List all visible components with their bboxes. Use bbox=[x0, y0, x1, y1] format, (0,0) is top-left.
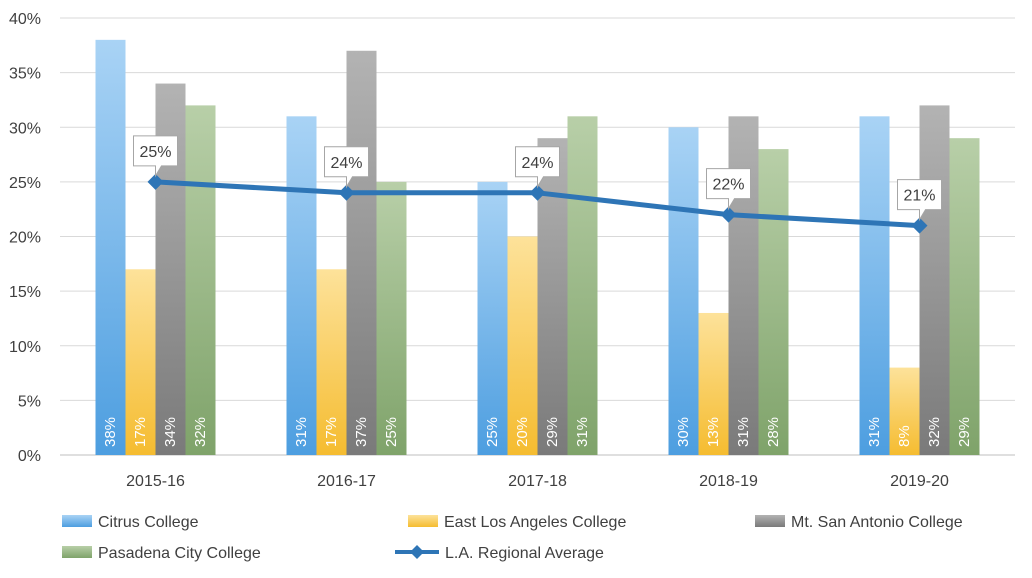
legend-label: East Los Angeles College bbox=[444, 514, 626, 531]
y-tick-label: 35% bbox=[9, 66, 41, 83]
bar bbox=[698, 312, 729, 455]
bar-label: 37% bbox=[353, 417, 370, 447]
bar bbox=[949, 138, 980, 456]
bar-label: 30% bbox=[675, 417, 692, 447]
bar-label: 17% bbox=[132, 417, 149, 447]
bar-label: 31% bbox=[574, 417, 591, 447]
line-label-callout bbox=[324, 146, 369, 189]
y-tick-label: 20% bbox=[9, 230, 41, 247]
legend: Citrus College East Los Angeles College Mt… bbox=[62, 514, 963, 562]
bar bbox=[919, 105, 950, 456]
line-label: 24% bbox=[330, 155, 362, 172]
bar-label: 13% bbox=[705, 417, 722, 447]
legend-label: L.A. Regional Average bbox=[445, 545, 604, 562]
bar bbox=[477, 181, 508, 455]
line-series: 25% 24% 24% 22% 21% bbox=[133, 135, 942, 234]
bar-label: 20% bbox=[514, 417, 531, 447]
x-tick-label: 2018-19 bbox=[699, 473, 758, 490]
y-tick-label: 25% bbox=[9, 175, 41, 192]
legend-swatch bbox=[755, 515, 785, 527]
bar-label: 34% bbox=[162, 417, 179, 447]
bar-label: 28% bbox=[765, 417, 782, 447]
legend-marker bbox=[410, 545, 424, 559]
x-tick-label: 2015-16 bbox=[126, 473, 185, 490]
x-tick-label: 2017-18 bbox=[508, 473, 567, 490]
x-axis: 2015-16 2016-17 2017-18 2018-19 2019-20 bbox=[126, 473, 949, 490]
y-tick-label: 5% bbox=[18, 393, 41, 410]
bar-label: 32% bbox=[926, 417, 943, 447]
bar-label: 8% bbox=[896, 425, 913, 447]
bar bbox=[125, 269, 156, 455]
bar bbox=[185, 105, 216, 456]
bars bbox=[95, 39, 980, 456]
y-tick-label: 15% bbox=[9, 284, 41, 301]
y-tick-label: 40% bbox=[9, 11, 41, 28]
bar bbox=[376, 181, 407, 455]
line-label-callout bbox=[133, 135, 178, 178]
legend-swatch bbox=[62, 515, 92, 527]
bar-label: 38% bbox=[102, 417, 119, 447]
legend-swatch bbox=[408, 515, 438, 527]
line-point bbox=[720, 206, 737, 223]
bar-label: 31% bbox=[866, 417, 883, 447]
bar bbox=[567, 116, 598, 455]
y-tick-label: 0% bbox=[18, 448, 41, 465]
bar-label: 25% bbox=[484, 417, 501, 447]
line-label-callout bbox=[706, 168, 751, 211]
bar-label: 29% bbox=[544, 417, 561, 447]
line-label-callout bbox=[897, 179, 942, 222]
bar-label: 32% bbox=[192, 417, 209, 447]
bar-labels: 38% 31% 25% 30% 31% 17% 17% 20% 13% 8% 34% 37% 29% 31… bbox=[102, 417, 973, 447]
line-point bbox=[911, 217, 928, 234]
y-tick-label: 10% bbox=[9, 339, 41, 356]
legend-label: Mt. San Antonio College bbox=[791, 514, 963, 531]
bar bbox=[95, 39, 126, 455]
line-point bbox=[338, 184, 355, 201]
y-tick-label: 30% bbox=[9, 120, 41, 137]
bar-label: 31% bbox=[293, 417, 310, 447]
bar-label: 29% bbox=[956, 417, 973, 447]
line-label: 25% bbox=[139, 144, 171, 161]
bar bbox=[346, 50, 377, 456]
bar bbox=[668, 127, 699, 455]
x-tick-label: 2019-20 bbox=[890, 473, 949, 490]
line-label: 24% bbox=[521, 155, 553, 172]
bar-label: 17% bbox=[323, 417, 340, 447]
bar bbox=[859, 116, 890, 455]
bar bbox=[889, 367, 920, 455]
legend-label: Pasadena City College bbox=[98, 545, 261, 562]
bar bbox=[728, 116, 759, 455]
x-tick-label: 2016-17 bbox=[317, 473, 376, 490]
legend-swatch bbox=[62, 546, 92, 558]
bar bbox=[507, 236, 538, 455]
line-label: 21% bbox=[903, 188, 935, 205]
line-point bbox=[529, 184, 546, 201]
bar bbox=[758, 149, 789, 455]
bar-label: 25% bbox=[383, 417, 400, 447]
bar bbox=[537, 138, 568, 456]
line-point bbox=[147, 173, 164, 190]
bar-label: 31% bbox=[735, 417, 752, 447]
legend-label: Citrus College bbox=[98, 514, 199, 531]
bar bbox=[316, 269, 347, 455]
y-axis: 0% 5% 10% 15% 20% 25% 30% 35% 40% bbox=[9, 11, 41, 465]
line-label-callout bbox=[515, 146, 560, 189]
bar bbox=[286, 116, 317, 455]
line-label: 22% bbox=[712, 177, 744, 194]
